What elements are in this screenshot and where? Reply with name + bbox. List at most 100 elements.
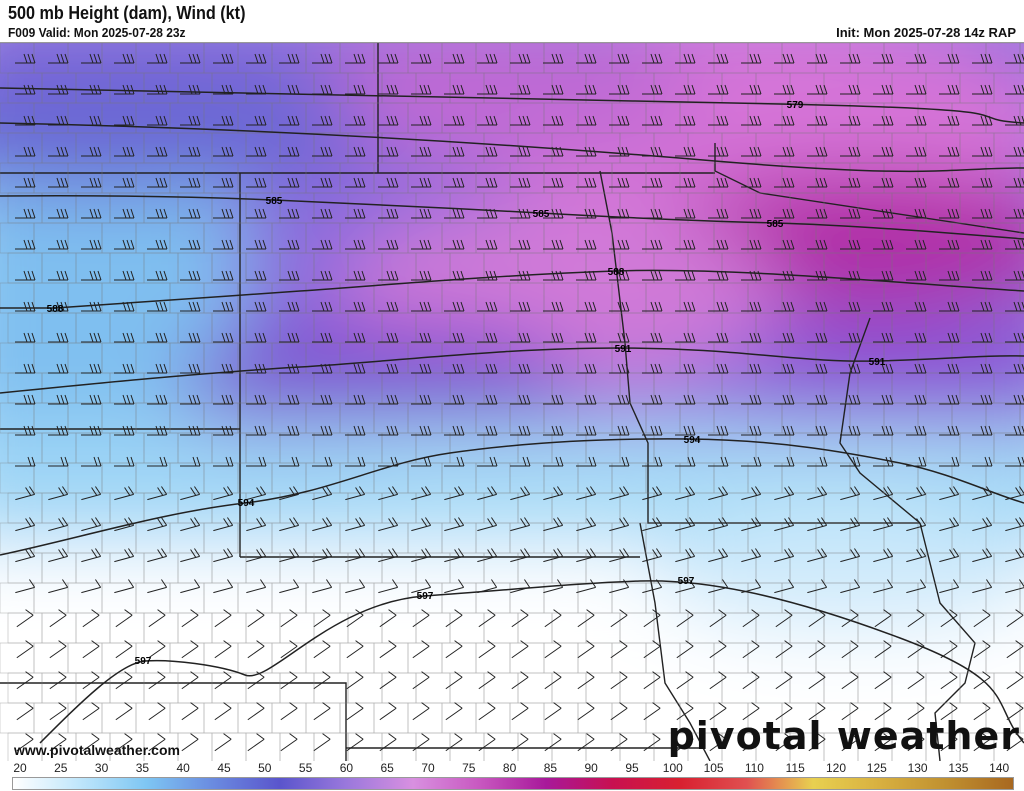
- wind-barb: [840, 115, 861, 126]
- wind-barb: [246, 548, 267, 563]
- wind-barb: [906, 208, 927, 219]
- wind-barb: [411, 270, 432, 281]
- wind-barb: [378, 332, 399, 343]
- wind-barb: [774, 177, 795, 188]
- wind-barb: [873, 363, 894, 374]
- contour-579: [0, 87, 1024, 124]
- wind-barb: [807, 456, 828, 467]
- wind-barb: [147, 53, 168, 64]
- wind-barb: [543, 84, 564, 95]
- wind-barb: [939, 115, 960, 126]
- wind-barb: [246, 301, 267, 312]
- wind-barb: [81, 301, 102, 312]
- website-link[interactable]: www.pivotalweather.com: [14, 742, 180, 758]
- wind-barb: [742, 671, 760, 690]
- wind-barb: [973, 671, 991, 690]
- county-outline: [1019, 102, 1024, 134]
- wind-barb: [939, 146, 960, 157]
- wind-barb: [708, 332, 729, 343]
- wind-barb: [444, 425, 465, 436]
- wind-barb: [444, 115, 465, 126]
- wind-barb: [444, 84, 465, 95]
- wind-barb: [445, 733, 463, 752]
- wind-barb: [346, 702, 364, 721]
- wind-barb: [378, 486, 399, 501]
- wind-barb: [48, 579, 69, 594]
- wind-barb: [147, 84, 168, 95]
- wind-barb: [313, 671, 331, 690]
- wind-barb: [478, 671, 496, 690]
- wind-barb: [213, 177, 234, 188]
- wind-barb: [609, 270, 630, 281]
- wind-barb: [411, 208, 432, 219]
- wind-barb: [807, 517, 828, 532]
- wind-barb: [874, 609, 892, 628]
- contour-591: [0, 347, 1024, 394]
- wind-barb: [708, 146, 729, 157]
- wind-barb: [49, 640, 67, 659]
- wind-barb: [576, 177, 597, 188]
- wind-barb: [444, 177, 465, 188]
- wind-barb: [708, 239, 729, 250]
- wind-barb: [180, 517, 201, 532]
- county-outline: [1019, 43, 1024, 74]
- wind-barb: [477, 548, 498, 563]
- wind-barb: [378, 517, 399, 532]
- wind-barb: [246, 517, 267, 532]
- wind-barb: [411, 332, 432, 343]
- wind-barb: [939, 332, 960, 343]
- wind-barb: [180, 332, 201, 343]
- wind-barb: [609, 208, 630, 219]
- wind-barb: [577, 733, 595, 752]
- wind-barb: [444, 53, 465, 64]
- wind-barb: [477, 301, 498, 312]
- wind-barb: [411, 146, 432, 157]
- wind-barb: [444, 394, 465, 405]
- wind-barb: [412, 609, 430, 628]
- wind-barb: [972, 332, 993, 343]
- colorbar-tick-label: 75: [462, 761, 476, 775]
- wind-barb: [709, 609, 727, 628]
- wind-barb: [741, 84, 762, 95]
- wind-barb: [939, 53, 960, 64]
- wind-barb: [114, 425, 135, 436]
- wind-barb: [840, 579, 861, 594]
- colorbar-tick-label: 90: [584, 761, 598, 775]
- colorbar-tick-label: 30: [94, 761, 109, 775]
- wind-barb: [708, 486, 729, 501]
- wind-barb: [345, 208, 366, 219]
- wind-barb: [774, 239, 795, 250]
- wind-barb: [246, 270, 267, 281]
- contour-588: [0, 269, 1024, 309]
- wind-barb: [345, 301, 366, 312]
- wind-barb: [873, 146, 894, 157]
- wind-barb: [49, 671, 67, 690]
- wind-barb: [906, 517, 927, 532]
- wind-barb: [180, 579, 201, 594]
- wind-barb: [741, 270, 762, 281]
- wind-barb: [114, 579, 135, 594]
- wind-barb: [312, 208, 333, 219]
- wind-barb: [841, 671, 859, 690]
- wind-barb: [48, 517, 69, 532]
- wind-barb: [576, 486, 597, 501]
- wind-barb: [48, 239, 69, 250]
- wind-barb: [543, 548, 564, 563]
- wind-barb: [609, 332, 630, 343]
- colorbar-tick-label: 50: [258, 761, 272, 775]
- wind-barb: [82, 640, 100, 659]
- wind-barb: [906, 425, 927, 436]
- wind-barb: [81, 579, 102, 594]
- wind-barb: [708, 425, 729, 436]
- wind-barb: [246, 332, 267, 343]
- wind-barb: [180, 115, 201, 126]
- wind-barb: [180, 394, 201, 405]
- wind-barb: [741, 115, 762, 126]
- wind-barb: [576, 517, 597, 532]
- wind-barb: [940, 609, 958, 628]
- wind-barb: [477, 456, 498, 467]
- wind-barb: [345, 177, 366, 188]
- wind-barb: [345, 394, 366, 405]
- wind-barb: [114, 486, 135, 501]
- wind-barb: [478, 609, 496, 628]
